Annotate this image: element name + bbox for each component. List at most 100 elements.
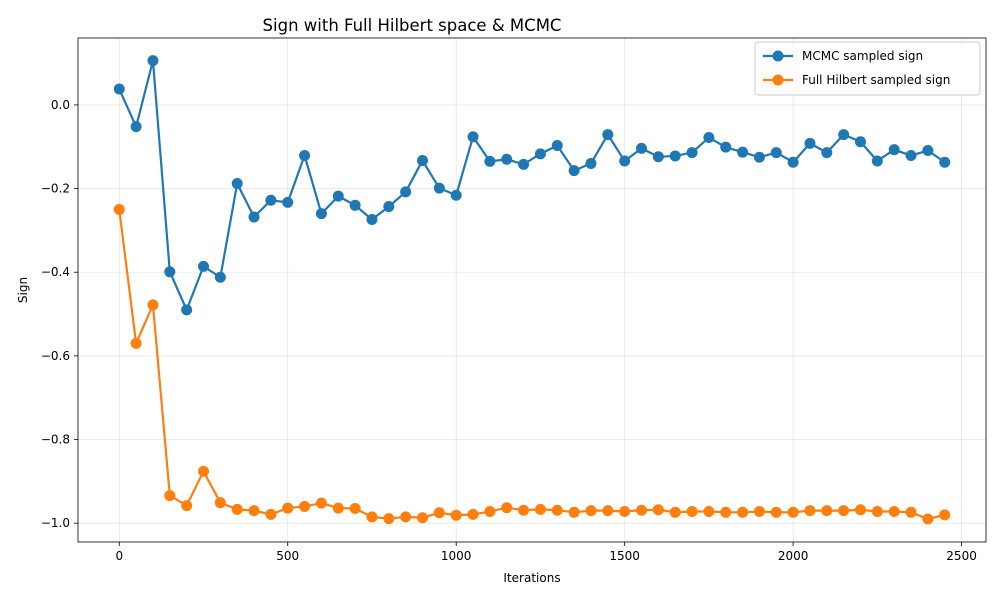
data-point [113,203,125,215]
data-point [214,271,226,283]
data-point [164,490,176,502]
data-point [720,141,732,153]
data-point [568,506,580,518]
data-point [181,304,193,316]
x-tick-label: 2500 [946,549,977,563]
data-point [686,505,698,517]
data-point [265,194,277,206]
data-point [400,186,412,198]
data-point [299,150,311,162]
data-point [417,512,429,524]
data-point [753,151,765,163]
legend-label-full-hilbert: Full Hilbert sampled sign [802,73,950,87]
data-point [551,139,563,151]
data-point [602,505,614,517]
data-point [164,266,176,278]
data-point [299,500,311,512]
data-point [939,156,951,168]
data-point [720,506,732,518]
data-point [737,146,749,158]
data-point [181,500,193,512]
x-axis-ticks: 0 500 1000 1500 2000 2500 [115,542,977,563]
series-full-hilbert [113,203,951,525]
data-point [332,502,344,514]
data-point [804,505,816,517]
data-point [602,129,614,141]
plot-frame [77,37,987,543]
data-point [315,208,327,220]
data-point [821,505,833,517]
data-point [635,142,647,154]
data-point [804,137,816,149]
data-point [467,131,479,143]
data-point [518,158,530,170]
data-point [939,509,951,521]
y-tick-label: −0.4 [41,265,70,279]
data-point [905,506,917,518]
y-axis-label: Sign [16,277,30,303]
data-point [871,155,883,167]
data-point [905,150,917,162]
legend-label-mcmc: MCMC sampled sign [802,49,923,63]
x-tick-label: 500 [276,549,299,563]
data-point [635,504,647,516]
data-point [433,507,445,519]
y-tick-label: −0.2 [41,182,70,196]
legend: MCMC sampled sign Full Hilbert sampled s… [754,41,981,96]
x-tick-label: 0 [115,549,123,563]
data-point [366,511,378,523]
data-point [113,83,125,95]
data-point [231,503,243,515]
data-point [652,151,664,163]
data-point [888,144,900,156]
data-point [619,155,631,167]
y-tick-label: 0.0 [51,98,70,112]
data-point [214,497,226,509]
data-point [417,155,429,167]
data-point [130,121,142,133]
x-axis-label: Iterations [503,571,560,585]
y-axis-ticks: 0.0 −0.2 −0.4 −0.6 −0.8 −1.0 [41,98,78,530]
data-point [282,196,294,208]
data-point [753,505,765,517]
data-point [922,145,934,157]
data-point [198,260,210,272]
data-point [585,157,597,169]
data-point [652,504,664,516]
data-point [838,505,850,517]
legend-marker-mcmc [772,50,784,62]
legend-marker-full-hilbert [772,74,784,86]
data-point [854,136,866,148]
data-point [770,147,782,159]
data-point [450,509,462,521]
data-point [332,190,344,202]
data-point [248,211,260,223]
data-point [854,504,866,516]
y-tick-label: −0.8 [41,433,70,447]
data-point [450,189,462,201]
data-point [888,505,900,517]
data-point [838,129,850,141]
x-tick-label: 2000 [778,549,809,563]
data-point [568,165,580,177]
data-point [282,502,294,514]
data-point [871,505,883,517]
chart-title: Sign with Full Hilbert space & MCMC [263,16,562,35]
data-point [147,299,159,311]
data-point [551,504,563,516]
data-point [501,153,513,165]
grid [78,38,986,542]
data-point [349,503,361,515]
data-point [585,505,597,517]
data-point [467,508,479,520]
data-point [484,505,496,517]
data-point [400,511,412,523]
data-point [669,150,681,162]
data-point [248,505,260,517]
y-tick-label: −0.6 [41,349,70,363]
x-tick-label: 1500 [609,549,640,563]
data-point [147,55,159,67]
data-point [737,506,749,518]
